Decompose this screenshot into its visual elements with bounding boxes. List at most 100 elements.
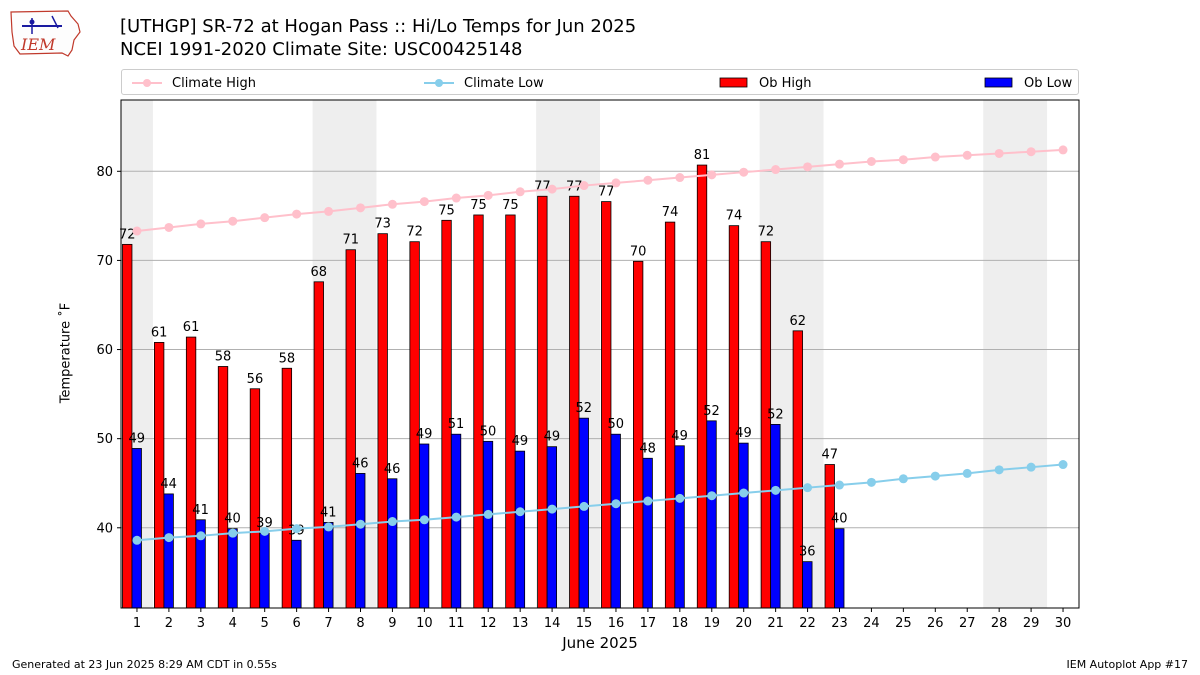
- ob-low-bar: [706, 420, 717, 609]
- chart-subtitle: NCEI 1991-2020 Climate Site: USC00425148: [120, 39, 523, 60]
- x-tick-label: 24: [863, 616, 880, 631]
- x-tick-label: 28: [991, 616, 1008, 631]
- climate-high-point: [898, 155, 908, 165]
- ob-low-bar: [578, 417, 589, 609]
- climate-high-point: [962, 150, 972, 160]
- climate-high-point: [515, 187, 525, 197]
- x-tick-label: 7: [324, 616, 332, 631]
- ob-high-bar: [409, 241, 420, 609]
- ob-low-label: 49: [735, 426, 752, 441]
- legend-label-climate-high: Climate High: [172, 75, 257, 91]
- climate-high-point: [228, 216, 238, 226]
- ob-high-bar: [153, 342, 165, 609]
- climate-low-line: [136, 463, 1064, 542]
- ob-low-label: 44: [160, 477, 177, 492]
- climate-low-point: [707, 491, 717, 501]
- ob-high-label: 71: [342, 233, 359, 248]
- ob-high-label: 61: [151, 325, 168, 340]
- ob-low-label: 52: [576, 401, 593, 416]
- ob-high-label: 72: [406, 225, 423, 240]
- legend-item-climate-high: Climate High: [132, 74, 256, 92]
- climate-low-point: [579, 501, 589, 511]
- ob-high-bar: [537, 195, 548, 609]
- ob-high-label: 77: [534, 179, 551, 194]
- climate-low-point: [611, 499, 621, 509]
- climate-high-point: [835, 159, 844, 169]
- climate-low-point: [324, 522, 334, 532]
- ob-high-label: 47: [821, 448, 838, 463]
- climate-low-point: [451, 512, 461, 522]
- ob-low-label: 49: [416, 427, 433, 442]
- ob-low-label: 40: [224, 512, 241, 527]
- legend-item-ob-high: Ob High: [719, 74, 812, 92]
- climate-low-point: [228, 528, 238, 538]
- climate-low-point: [962, 468, 972, 478]
- y-tick-label: 50: [96, 432, 113, 447]
- x-tick-label: 27: [959, 616, 976, 631]
- ob-high-label: 75: [502, 198, 519, 213]
- x-tick-label: 11: [448, 616, 465, 631]
- ob-low-bar: [291, 539, 302, 609]
- ob-low-bar: [514, 450, 526, 609]
- chart-title: [UTHGP] SR-72 at Hogan Pass :: Hi/Lo Tem…: [120, 16, 637, 37]
- legend-item-ob-low: Ob Low: [984, 74, 1072, 92]
- ob-low-bar: [674, 445, 685, 609]
- x-tick-label: 10: [416, 616, 433, 631]
- x-tick-label: 15: [576, 616, 593, 631]
- ob-low-label: 49: [512, 434, 529, 449]
- climate-high-point: [419, 197, 429, 207]
- climate-low-point: [292, 524, 302, 534]
- ob-low-bar: [738, 442, 749, 609]
- weekend-band: [983, 100, 1048, 608]
- ob-high-label: 70: [630, 244, 647, 259]
- ob-high-bar: [377, 233, 388, 609]
- ob-high-label: 72: [758, 225, 775, 240]
- ob-low-label: 52: [767, 407, 784, 422]
- ob-high-label: 74: [662, 205, 679, 220]
- ob-low-bar: [770, 424, 781, 609]
- y-tick-label: 70: [96, 254, 113, 269]
- ob-high-label: 81: [694, 148, 711, 163]
- ob-low-label: 52: [703, 404, 720, 419]
- ob-low-label: 49: [544, 430, 561, 445]
- x-tick-label: 20: [735, 616, 752, 631]
- x-tick-label: 16: [608, 616, 625, 631]
- legend-label-climate-low: Climate Low: [464, 75, 544, 91]
- climate-high-point: [324, 206, 334, 216]
- x-tick-label: 3: [197, 616, 205, 631]
- climate-low-point: [260, 526, 270, 536]
- x-tick-label: 4: [229, 616, 237, 631]
- ob-high-label: 72: [119, 227, 136, 242]
- climate-high-point: [643, 175, 653, 185]
- x-tick-label: 13: [512, 616, 529, 631]
- climate-high-marker-icon: [132, 79, 162, 87]
- climate-low-point: [196, 531, 206, 541]
- ob-high-bar: [601, 201, 612, 609]
- climate-high-point: [675, 173, 685, 183]
- ob-high-bar: [281, 367, 293, 609]
- ob-high-bar: [441, 219, 452, 609]
- ob-low-bar: [610, 433, 621, 609]
- x-tick-label: 9: [388, 616, 396, 631]
- climate-low-point: [483, 509, 493, 519]
- ob-low-bar: [259, 532, 270, 609]
- ob-low-label: 51: [448, 417, 465, 432]
- climate-high-point: [483, 190, 493, 200]
- climate-high-point: [292, 209, 302, 219]
- climate-low-point: [803, 483, 813, 493]
- climate-low-point: [643, 496, 653, 506]
- climate-low-point: [356, 519, 365, 529]
- ob-low-label: 50: [607, 417, 624, 432]
- ob-low-label: 49: [671, 429, 688, 444]
- climate-low-point: [1058, 460, 1068, 470]
- ob-low-label: 48: [639, 441, 656, 456]
- x-tick-label: 29: [1023, 616, 1040, 631]
- climate-high-point: [707, 170, 717, 180]
- x-tick-label: 17: [640, 616, 657, 631]
- ob-high-bar: [345, 249, 356, 609]
- ob-low-bar: [355, 473, 366, 609]
- ob-high-bar: [313, 281, 324, 609]
- climate-low-point: [419, 515, 429, 525]
- x-tick-label: 14: [544, 616, 561, 631]
